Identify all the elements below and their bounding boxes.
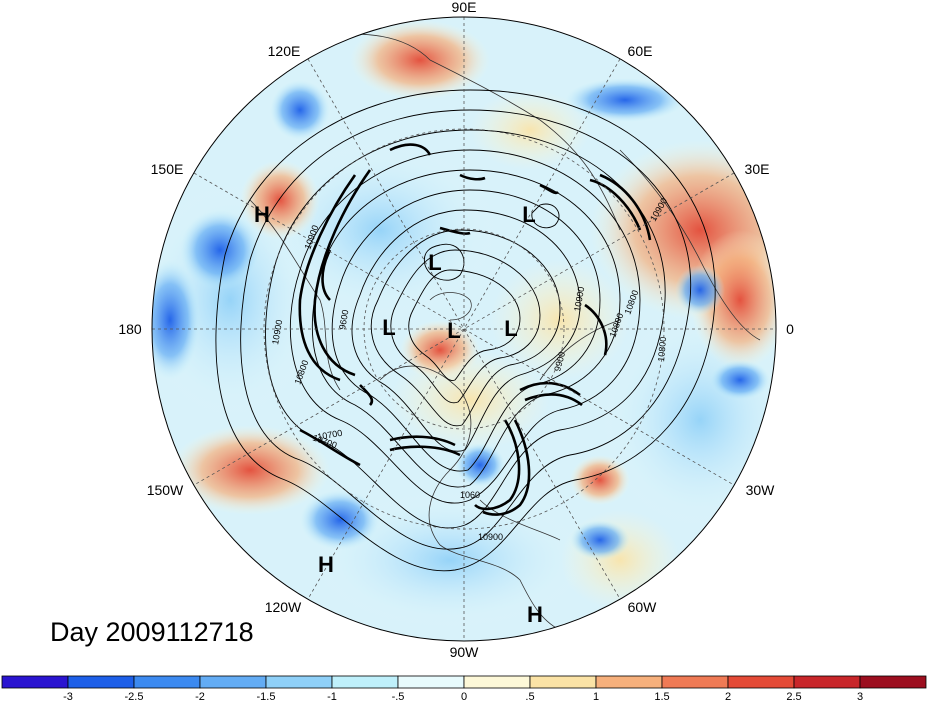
colorbar-swatch	[199, 675, 267, 689]
colorbar-swatch	[133, 675, 201, 689]
longitude-label: 60W	[628, 599, 658, 615]
high-center-marker: H	[527, 602, 543, 627]
colorbar-swatch	[793, 675, 861, 689]
longitude-label: 120W	[265, 599, 302, 615]
pressure-centers: H L L L L L H H	[254, 202, 543, 627]
colorbar-swatch	[727, 675, 795, 689]
colorbar-tick-label: -2.5	[125, 691, 144, 702]
colorbar-tick-label: -.5	[392, 691, 405, 702]
contour-label: 10700	[317, 428, 343, 442]
contour-label: 9600	[337, 309, 350, 330]
jet-streak-contours	[298, 143, 652, 516]
colorbar-tick-label: 2	[725, 691, 731, 702]
colorbar-swatch	[67, 675, 135, 689]
low-center-marker: L	[382, 315, 395, 340]
colorbar-tick-label: 1.5	[654, 691, 669, 702]
longitude-label: 30E	[745, 161, 770, 177]
colorbar-swatch	[397, 675, 465, 689]
contour-label: 10900	[572, 286, 586, 312]
high-center-marker: H	[254, 202, 270, 227]
low-center-marker: L	[447, 318, 460, 343]
colorbar-tick-label: 3	[857, 691, 863, 702]
low-center-marker: L	[522, 202, 535, 227]
map-boundary	[151, 16, 777, 642]
colorbar-swatch	[1, 675, 69, 689]
colorbar-tick-label: .5	[525, 691, 534, 702]
low-center-marker: L	[504, 316, 517, 341]
colorbar-swatch	[331, 675, 399, 689]
colorbar-tick-label: -3	[63, 691, 73, 702]
colorbar-tick-label: -1.5	[257, 691, 276, 702]
colorbar-swatch	[265, 675, 333, 689]
colorbar-swatch	[661, 675, 729, 689]
contour-label: 10900	[270, 319, 284, 345]
longitude-label: 90W	[450, 644, 480, 660]
longitude-label: 150E	[151, 161, 184, 177]
contour-label: 10800	[656, 336, 668, 362]
colorbar-tick-label: -1	[327, 691, 337, 702]
longitude-label: 150W	[147, 482, 184, 498]
colorbar-swatch	[859, 675, 927, 689]
longitude-label: 30W	[746, 482, 776, 498]
contour-label: 10900	[478, 532, 503, 542]
polar-stereographic-map: 10900 9600 10800 10900 10700 9900 10800 …	[118, 0, 794, 660]
graticule	[152, 17, 776, 641]
longitude-label: 90E	[452, 0, 477, 15]
low-center-marker: L	[428, 250, 441, 275]
colorbar-tick-label: 1	[593, 691, 599, 702]
longitude-label: 60E	[628, 43, 653, 59]
longitude-labels: 90E 60E 30E 0 30W 60W 90W 120W 150W 180 …	[118, 0, 794, 660]
high-center-marker: H	[318, 552, 334, 577]
colorbar-swatch	[595, 675, 663, 689]
longitude-label: 0	[786, 321, 794, 337]
colorbar: -3 -2.5 -2 -1.5 -1 -.5 0 .5 1 1.5 2 2.5 3	[1, 675, 927, 702]
colorbar-tick-label: -2	[195, 691, 205, 702]
colorbar-tick-label: 0	[461, 691, 467, 702]
longitude-label: 120E	[268, 43, 301, 59]
colorbar-swatch	[529, 675, 597, 689]
colorbar-tick-label: 2.5	[786, 691, 801, 702]
day-label: Day 2009112718	[50, 617, 254, 647]
contour-label: 1060	[460, 490, 480, 500]
longitude-label: 180	[118, 321, 142, 337]
coastlines	[249, 33, 761, 631]
colorbar-swatch	[463, 675, 531, 689]
